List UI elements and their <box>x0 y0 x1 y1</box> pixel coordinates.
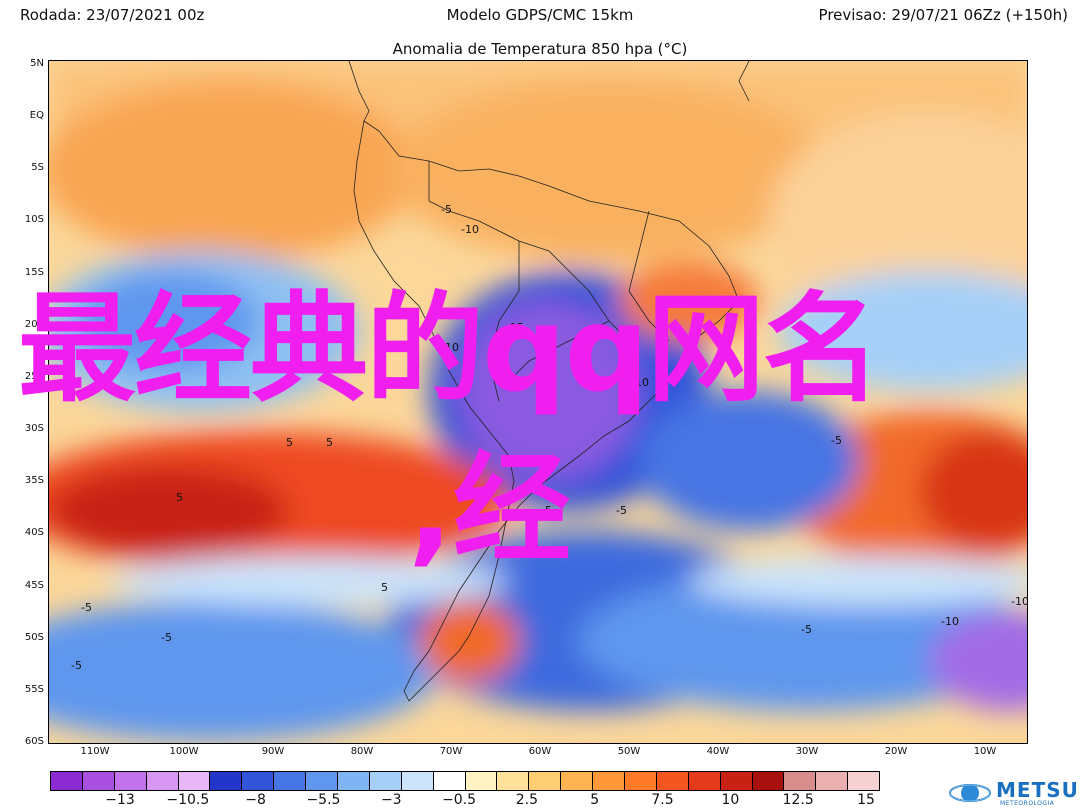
color-swatch <box>242 772 275 790</box>
longitude-label: 70W <box>439 746 463 757</box>
color-swatch <box>274 772 307 790</box>
color-scale-tick-label: 2.5 <box>515 792 539 808</box>
latitude-label: 45S <box>24 579 44 591</box>
latitude-label: 10S <box>24 214 44 226</box>
color-swatch <box>465 772 498 790</box>
longitude-label: 80W <box>350 746 374 757</box>
anomaly-field <box>49 61 1027 741</box>
contour-value-label: -5 <box>161 631 172 644</box>
contour-value-label: -10 <box>631 376 649 389</box>
color-scale-tick-label: −0.5 <box>442 792 477 808</box>
color-swatch <box>114 772 147 790</box>
color-swatch <box>752 772 785 790</box>
color-swatch <box>178 772 211 790</box>
overlay-headline: 最经典的qq网名 <box>18 280 881 418</box>
color-swatch <box>848 772 880 790</box>
contour-value-label: -5 <box>831 434 842 447</box>
contour-value-label: -10 <box>461 223 479 236</box>
forecast-time-label: Previsao: 29/07/21 06Zz (+150h) <box>818 6 1068 24</box>
globe-logo-icon <box>949 784 991 802</box>
contour-value-label: -5 <box>801 623 812 636</box>
model-name-label: Modelo GDPS/CMC 15km <box>446 6 634 24</box>
longitude-label: 10W <box>973 746 997 757</box>
color-scale-tick-label: 7.5 <box>651 792 674 808</box>
color-swatch <box>82 772 115 790</box>
map-canvas: -5-10-10-15-10-10-55 55-5-5-55-5 -5-5-10-1… <box>49 61 1028 743</box>
color-swatch <box>369 772 402 790</box>
map-title: Anomalia de Temperatura 850 hpa (°C) <box>392 40 688 58</box>
latitude-label: 30S <box>24 423 44 435</box>
color-scale-tick-label: 12.5 <box>782 792 814 808</box>
longitude-label: 110W <box>80 746 110 757</box>
color-scale-tick-label: −8 <box>245 792 266 808</box>
latitude-label: 25S <box>24 370 44 382</box>
contour-value-label: -10 <box>611 369 629 382</box>
color-swatch <box>306 772 339 790</box>
color-scale-tick-label: 5 <box>590 792 600 808</box>
longitude-label: 60W <box>528 746 552 757</box>
color-scale-tick-label: −10.5 <box>166 792 210 808</box>
contour-value-label: -5 <box>71 659 82 672</box>
color-swatch <box>433 772 466 790</box>
contour-value-label: -15 <box>506 321 524 334</box>
color-swatch <box>688 772 721 790</box>
latitude-label: 50S <box>24 631 44 643</box>
run-date-label: Rodada: 23/07/2021 00z <box>20 6 205 24</box>
contour-value-label: -5 <box>541 504 552 517</box>
color-scale-tick-label: −13 <box>105 792 135 808</box>
latitude-label: 40S <box>24 527 44 539</box>
color-swatch <box>625 772 657 790</box>
color-scale-tick-label: −5.5 <box>306 792 341 808</box>
contour-labels: -5-10-10-15-10-10-55 55-5-5-55-5 -5-5-10-1… <box>71 203 1028 672</box>
color-swatch <box>720 772 753 790</box>
color-swatch <box>401 772 434 790</box>
color-scale-tick-label: 10 <box>721 792 740 808</box>
color-swatch <box>784 772 817 790</box>
longitude-label: 50W <box>617 746 641 757</box>
longitude-label: 40W <box>706 746 730 757</box>
longitude-label: 20W <box>884 746 908 757</box>
latitude-label: 5N <box>30 58 44 69</box>
contour-value-label: -5 <box>441 203 452 216</box>
color-swatch <box>816 772 849 790</box>
longitude-label: 100W <box>169 746 199 757</box>
color-scale-bar <box>50 771 880 791</box>
color-swatch <box>593 772 626 790</box>
longitude-label: 30W <box>795 746 819 757</box>
color-swatch <box>561 772 594 790</box>
color-swatch <box>656 772 689 790</box>
logo-subtitle: METEOROLOGIA <box>1000 800 1055 807</box>
color-swatch <box>529 772 562 790</box>
color-swatch <box>51 772 83 790</box>
contour-value-label: 5 <box>381 581 388 594</box>
contour-value-label: -10 <box>1011 595 1028 608</box>
latitude-label: 20S <box>24 318 44 330</box>
latitude-label: 55S <box>24 683 44 695</box>
latitude-label: 35S <box>24 475 44 487</box>
contour-value-label: -10 <box>441 341 459 354</box>
longitude-label: 90W <box>261 746 285 757</box>
color-scale-tick-label: 15 <box>857 792 875 808</box>
color-swatch <box>338 772 370 790</box>
coastline-outline <box>348 61 750 702</box>
latitude-label: 5S <box>31 162 44 174</box>
temperature-anomaly-map: -5 -10 -10 -15 -10 -10 -5 5 5 5 -5 -5 -5 5 -5 -5 -5 -10 -1… <box>48 60 1028 744</box>
contour-value-label: 5 <box>176 491 183 504</box>
latitude-label: 15S <box>24 266 44 278</box>
contour-value-label: -10 <box>941 615 959 628</box>
contour-value-label: -5 <box>81 601 92 614</box>
metsul-logo: METSUL METEOROLOGIA <box>948 778 1080 808</box>
latitude-label: EQ <box>29 110 44 122</box>
color-scale-tick-label: −3 <box>380 792 402 808</box>
color-swatch <box>146 772 179 790</box>
contour-value-label: 5 <box>286 436 293 449</box>
color-swatch <box>210 772 243 790</box>
color-swatch <box>497 772 530 790</box>
overlay-headline-continued: ,经 <box>408 440 571 578</box>
contour-value-label: 5 <box>326 436 333 449</box>
latitude-label: 60S <box>24 736 44 747</box>
logo-name: METSUL <box>996 778 1080 802</box>
contour-value-label: -5 <box>616 504 627 517</box>
